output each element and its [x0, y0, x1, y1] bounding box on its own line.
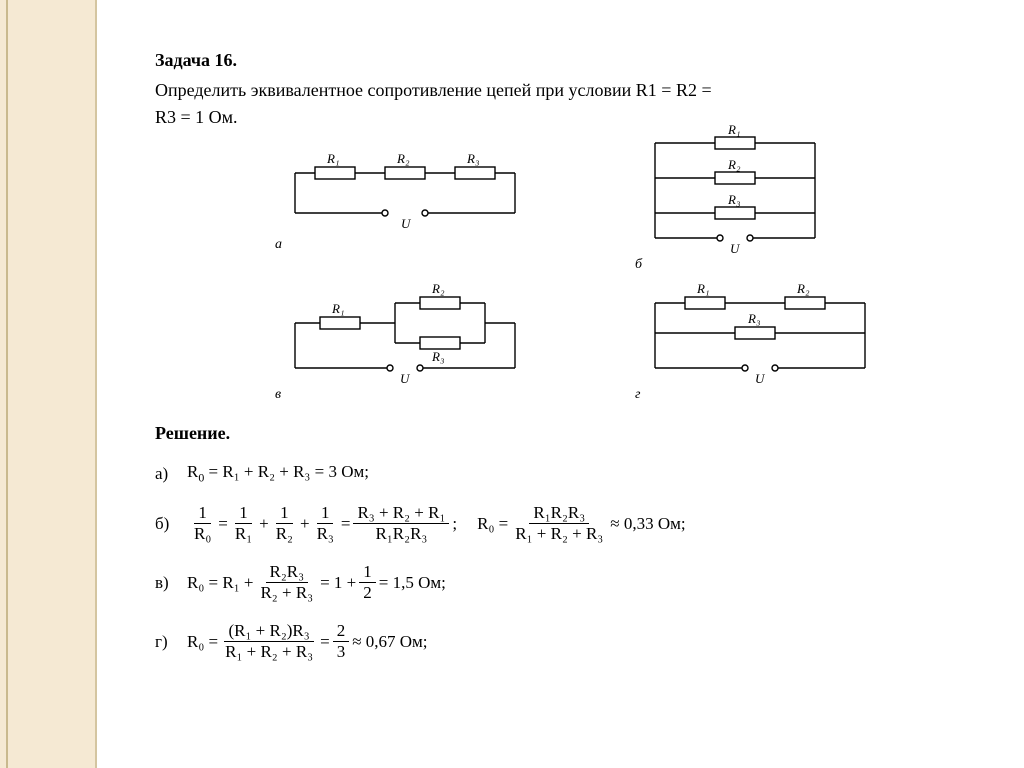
eq-v-tail: = 1,5 Ом; — [379, 573, 446, 593]
eq-g-prefix: R₀ = — [187, 632, 218, 652]
solution-label: Решение. — [155, 423, 994, 444]
circuit-a-letter: а — [275, 237, 282, 252]
circuit-b-r3: R₃ — [727, 192, 740, 207]
circuit-b-r1: R₁ — [727, 123, 740, 137]
circuit-diagrams: R₁ R₂ R₃ U а — [155, 143, 994, 413]
circuit-v: R₁ R₂ R₃ U в — [275, 273, 555, 403]
circuit-a-r2: R₂ — [396, 151, 410, 166]
equation-a: а) R0 = R₁ + R₂ + R₃ = 3 Ом; — [155, 462, 994, 485]
circuit-b-U: U — [730, 241, 741, 256]
eq-v-mid: = 1 + — [320, 573, 356, 593]
circuit-v-U: U — [400, 371, 411, 386]
eq-g-letter: г) — [155, 632, 187, 652]
eq-a-text: = R₁ + R₂ + R₃ = 3 Ом; — [204, 462, 369, 481]
eq-g-frac2: 23 — [333, 621, 350, 662]
circuit-g-r3: R₃ — [747, 311, 760, 326]
circuit-g: R₁ R₂ R₃ U г — [635, 278, 895, 403]
circuit-g-letter: г — [635, 387, 641, 402]
eq-v-frac2: 12 — [359, 562, 376, 603]
eq-b-t3: 1R₃ — [313, 503, 338, 544]
prompt-line2: R3 = 1 Ом. — [155, 107, 238, 127]
eq-b-r0frac: R₁R₂R₃R₁ + R₂ + R₃ — [511, 503, 607, 544]
eq-b-lhs-den: R₀ — [190, 524, 215, 544]
eq-v-frac1: R₂R₃R₂ + R₃ — [256, 562, 317, 603]
circuit-a-r3: R₃ — [466, 151, 479, 166]
circuit-g-U: U — [755, 371, 766, 386]
circuit-b: R₁ R₂ R₃ U б — [635, 123, 855, 273]
equation-v: в) R₀ = R₁ + R₂R₃R₂ + R₃ = 1 + 12 = 1,5 … — [155, 562, 994, 603]
circuit-v-r1: R₁ — [331, 301, 344, 316]
eq-g-tail: ≈ 0,67 Ом; — [352, 632, 427, 652]
circuit-b-letter: б — [635, 257, 643, 272]
eq-b-letter: б) — [155, 514, 187, 534]
eq-g-frac1: (R₁ + R₂)R₃R₁ + R₂ + R₃ — [221, 621, 317, 662]
eq-b-sum: R₃ + R₂ + R₁R₁R₂R₃ — [353, 503, 449, 544]
problem-prompt: Определить эквивалентное сопротивление ц… — [155, 77, 994, 131]
content-area: Задача 16. Определить эквивалентное сопр… — [155, 50, 994, 680]
circuit-v-r2: R₂ — [431, 281, 445, 296]
eq-a-body: R0 = R₁ + R₂ + R₃ = 3 Ом; — [187, 462, 369, 485]
plus2: + — [300, 514, 310, 534]
circuit-v-r3: R₃ — [431, 349, 444, 364]
equation-g: г) R₀ = (R₁ + R₂)R₃R₁ + R₂ + R₃ = 23 ≈ 0… — [155, 621, 994, 662]
eq-b-lhs-num: 1 — [194, 503, 211, 524]
eq-v-letter: в) — [155, 573, 187, 593]
circuit-a-U: U — [401, 216, 412, 231]
eq-g-mid: = — [320, 632, 330, 652]
problem-title: Задача 16. — [155, 50, 994, 71]
prompt-line1: Определить эквивалентное сопротивление ц… — [155, 80, 712, 100]
circuit-a: R₁ R₂ R₃ U а — [275, 143, 555, 253]
eq-b-lhs: 1 R₀ — [190, 503, 215, 544]
equation-b: б) 1 R₀ = 1R₁ + 1R₂ + 1R₃ = R₃ + R₂ + R₁… — [155, 503, 994, 544]
eq-v-prefix: R₀ = R₁ + — [187, 573, 253, 593]
eq-b-r0: R₀ = — [477, 514, 508, 534]
plus1: + — [259, 514, 269, 534]
eq-b-t2: 1R₂ — [272, 503, 297, 544]
eq-b-approx: ≈ 0,33 Ом; — [610, 514, 685, 534]
circuit-g-r1: R₁ — [696, 281, 709, 296]
circuit-b-r2: R₂ — [727, 157, 741, 172]
circuit-v-letter: в — [275, 387, 281, 402]
circuit-a-r1: R₁ — [326, 151, 339, 166]
eq-a-letter: а) — [155, 464, 187, 484]
page-left-border — [0, 0, 97, 768]
eq-b-eq1: = — [218, 514, 228, 534]
eq-b-eq2: = — [341, 514, 351, 534]
eq-b-sep: ; — [452, 514, 457, 534]
circuit-g-r2: R₂ — [796, 281, 810, 296]
eq-b-t1: 1R₁ — [231, 503, 256, 544]
